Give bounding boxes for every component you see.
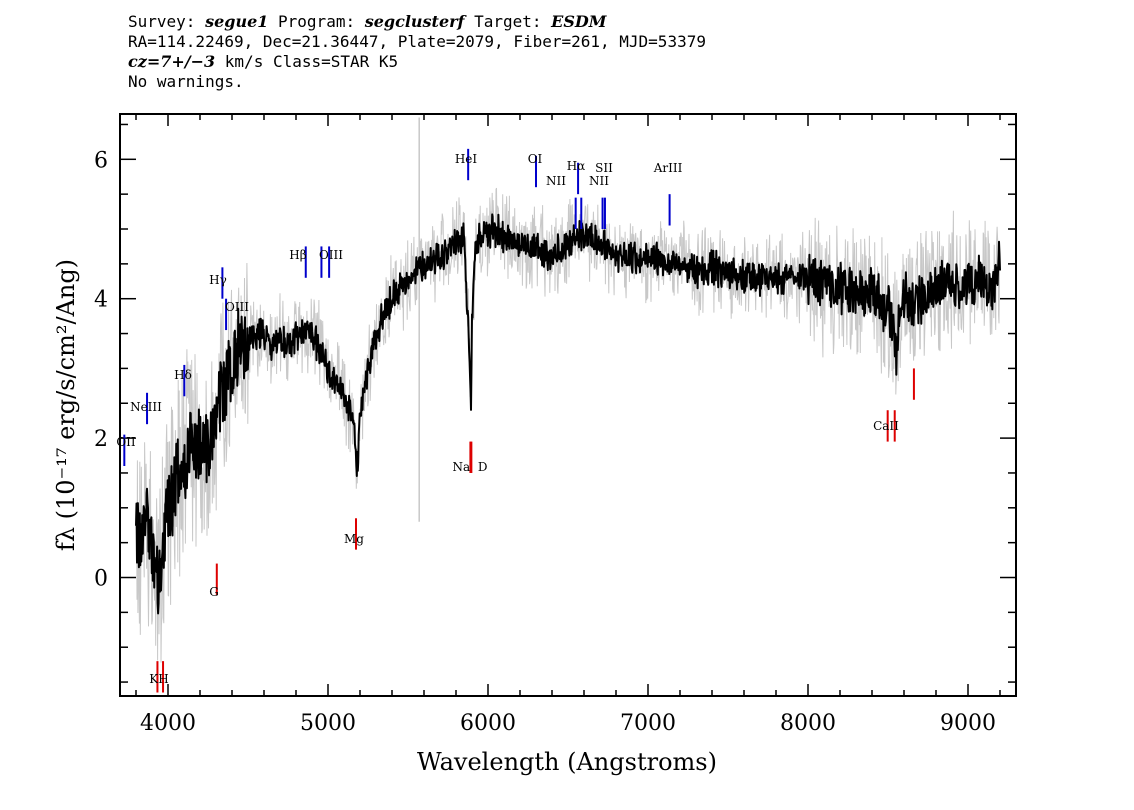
header-line-coordinates: RA=114.22469, Dec=21.36447, Plate=2079, …: [128, 32, 706, 51]
x-tick-label: 6000: [460, 711, 516, 736]
program-value: segclusterf: [364, 12, 465, 31]
x-tick-label: 7000: [620, 711, 676, 736]
header-line-warnings: No warnings.: [128, 72, 244, 91]
class-value: km/s Class=STAR K5: [215, 52, 399, 71]
target-value: ESDM: [551, 12, 607, 31]
y-tick-label: 4: [94, 288, 108, 313]
x-tick-label: 4000: [140, 711, 196, 736]
label-kh: KH: [149, 672, 168, 686]
header-line-redshift: cz=7+/−3 km/s Class=STAR K5: [128, 52, 706, 72]
label-halpha: Hα: [567, 159, 586, 173]
label-oiii-5007: OIII: [319, 248, 343, 262]
y-tick-label: 2: [94, 427, 108, 452]
x-tick-label: 8000: [780, 711, 836, 736]
tick-labels: 4000 5000 6000 7000 8000 9000 0 2 4 6: [94, 148, 996, 736]
label-hei: HeI: [455, 152, 478, 166]
error-envelope: [135, 117, 1001, 663]
label-ariii: ArIII: [653, 161, 683, 175]
header-line-survey: Survey: segue1 Program: segclusterf Targ…: [128, 12, 706, 32]
target-label: Target:: [464, 12, 552, 31]
spectrum-header: Survey: segue1 Program: segclusterf Targ…: [128, 12, 706, 92]
label-hbeta: Hβ: [289, 248, 306, 262]
label-nii-6583: NII: [589, 174, 609, 188]
error-line: [135, 187, 1001, 663]
label-oiii-4363: OIII: [225, 300, 249, 314]
y-tick-label: 6: [94, 148, 108, 173]
plot-frame: [119, 113, 1017, 697]
label-nii-6548: NII: [546, 174, 566, 188]
label-hdelta: Hδ: [174, 368, 192, 382]
label-na-d: Na D: [453, 460, 488, 474]
x-axis-label: Wavelength (Angstroms): [417, 748, 717, 776]
label-oii: OII: [116, 435, 136, 449]
label-mg: Mg: [344, 532, 364, 546]
y-tick-label: 0: [94, 567, 108, 592]
flux-series: [135, 213, 1001, 615]
x-tick-label: 9000: [940, 711, 996, 736]
label-hgamma: Hγ: [209, 273, 227, 287]
label-neiii: NeIII: [130, 400, 162, 414]
redshift-value: cz=7+/−3: [128, 52, 216, 71]
label-sii: SII: [595, 161, 613, 175]
program-label: Program:: [268, 12, 365, 31]
axis-ticks: [120, 114, 1016, 696]
label-g: G: [209, 585, 219, 599]
label-caii: CaII: [873, 419, 899, 433]
spectral-line-markers: [123, 148, 915, 693]
x-tick-label: 5000: [300, 711, 356, 736]
survey-label: Survey:: [128, 12, 206, 31]
y-axis-label: fλ (10⁻¹⁷ erg/s/cm²/Ang): [52, 259, 80, 551]
label-oi: OI: [528, 152, 543, 166]
flux-line: [135, 213, 1001, 615]
survey-value: segue1: [205, 12, 269, 31]
